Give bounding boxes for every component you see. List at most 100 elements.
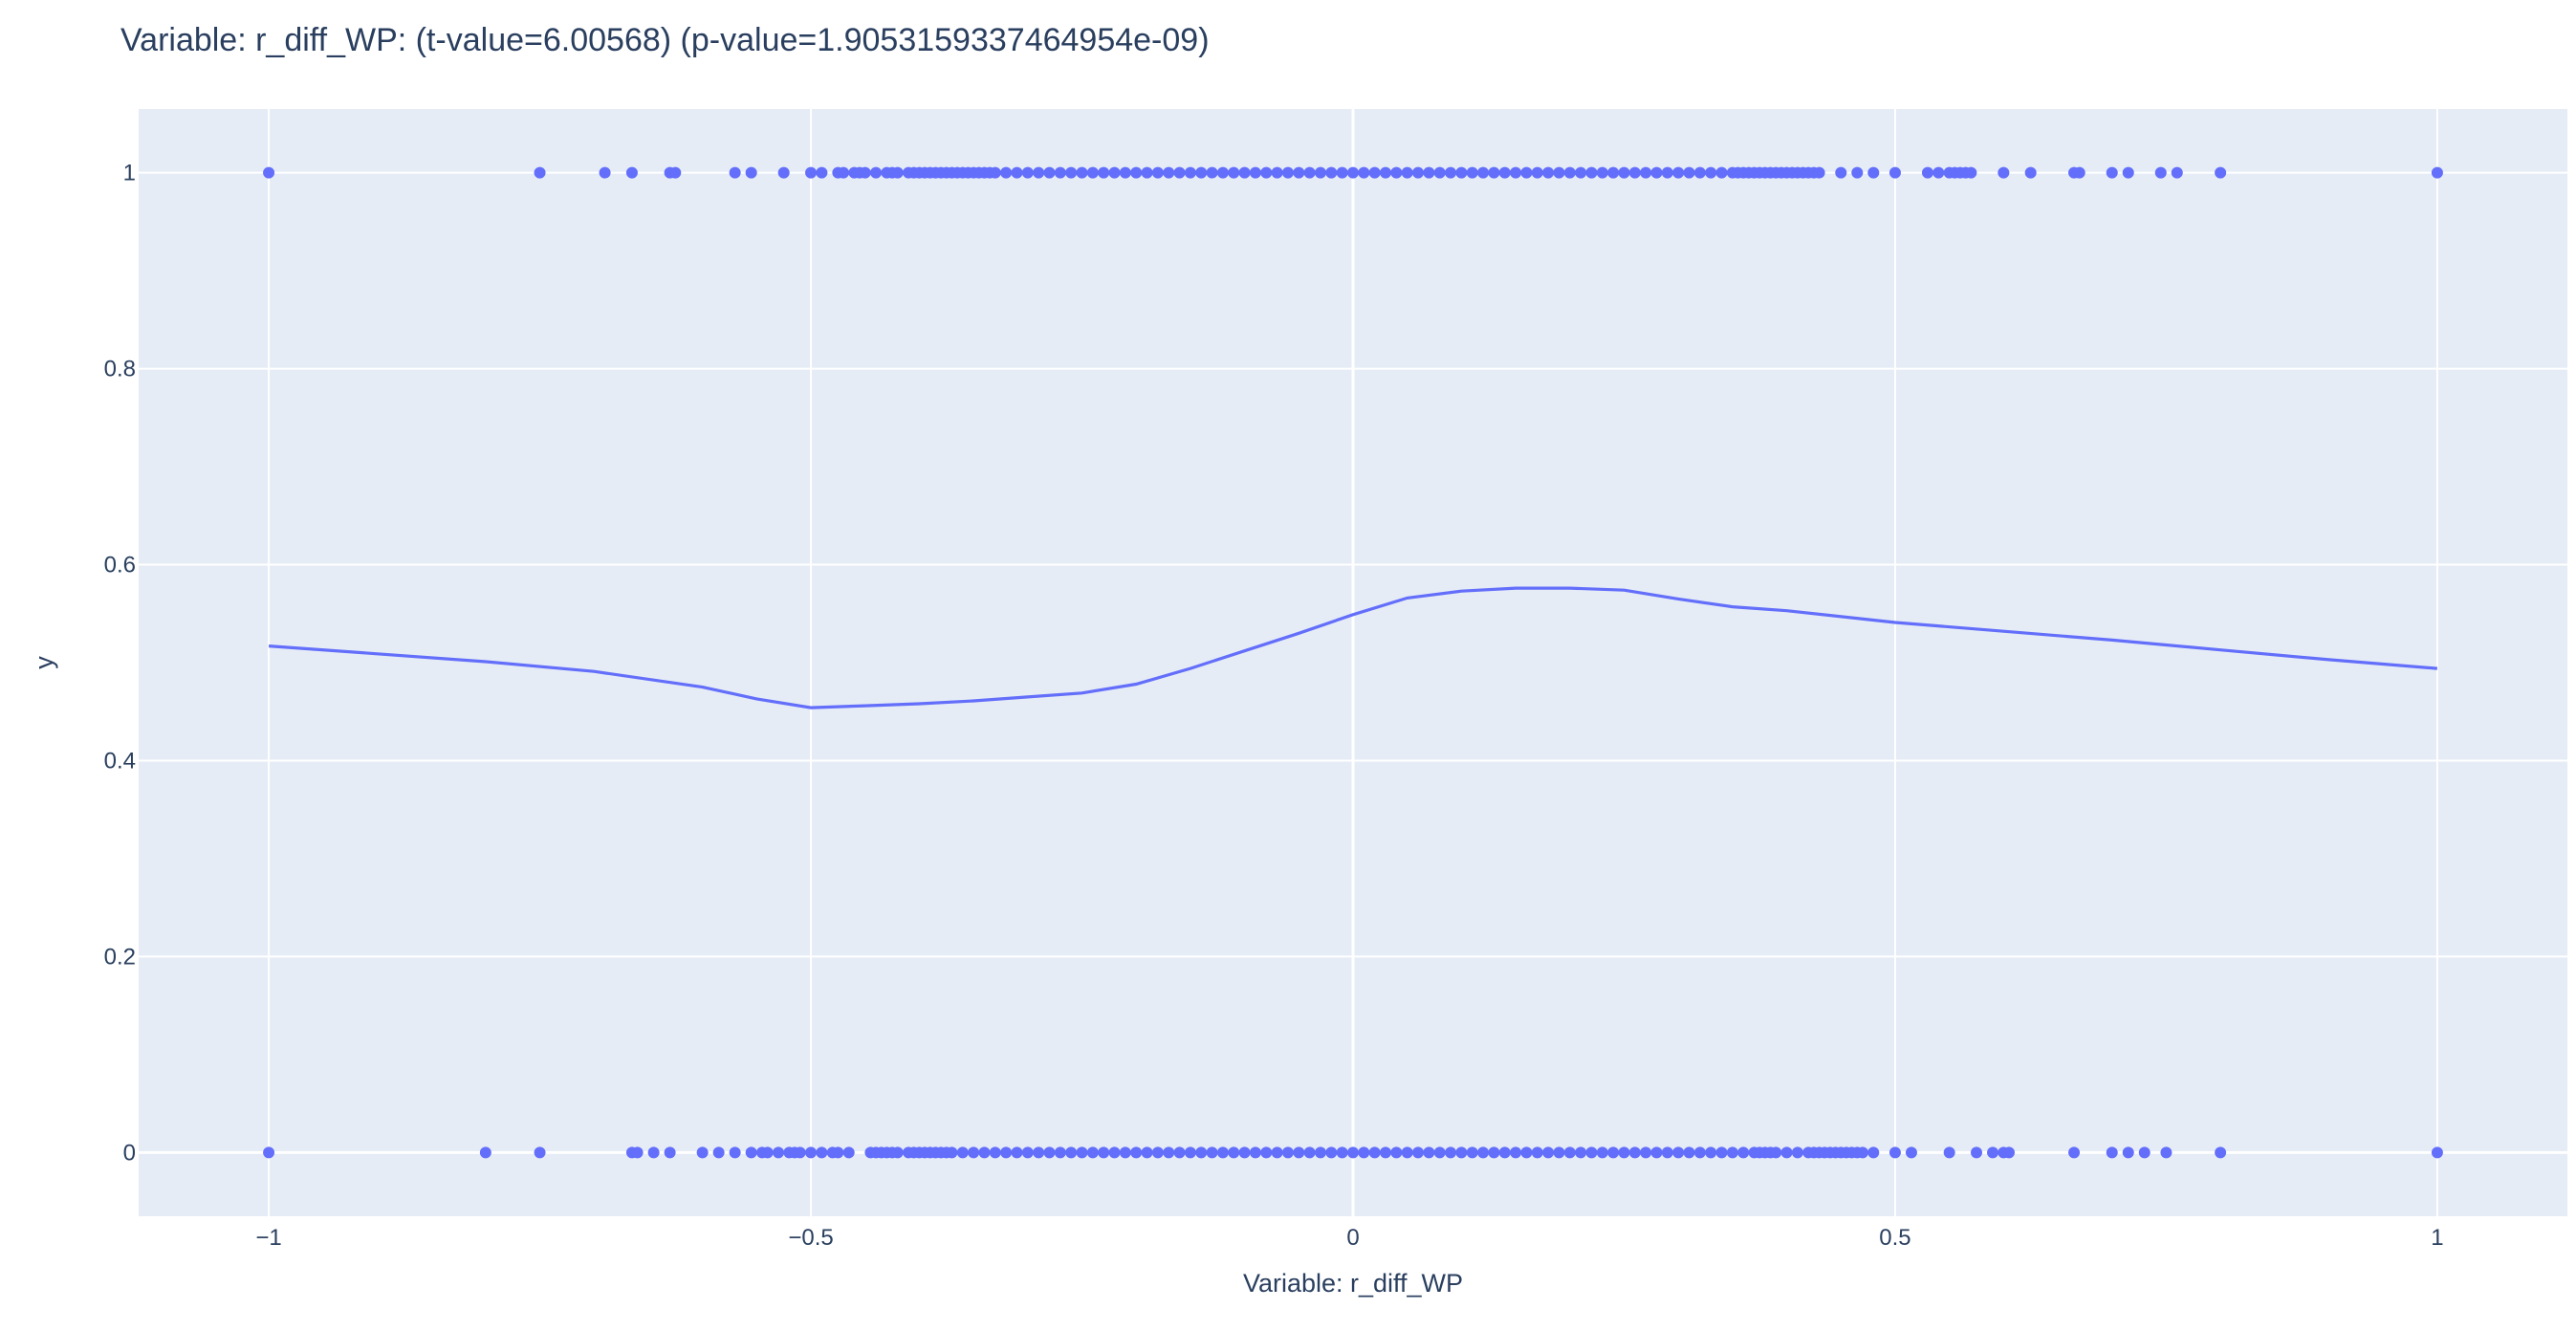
scatter-point bbox=[1043, 1146, 1056, 1159]
scatter-point bbox=[1368, 1146, 1381, 1159]
scatter-point bbox=[1943, 1146, 1955, 1159]
scatter-point bbox=[1401, 166, 1413, 179]
scatter-point bbox=[1640, 1146, 1652, 1159]
scatter-point bbox=[1888, 166, 1901, 179]
scatter-point bbox=[1575, 166, 1587, 179]
scatter-point bbox=[1867, 166, 1880, 179]
scatter-point bbox=[1423, 166, 1435, 179]
scatter-point bbox=[1770, 1146, 1782, 1159]
scatter-point bbox=[1206, 1146, 1218, 1159]
scatter-point bbox=[1249, 166, 1261, 179]
x-axis-title: Variable: r_diff_WP bbox=[1243, 1269, 1463, 1298]
scatter-point bbox=[1445, 1146, 1457, 1159]
y-tick-label: 1 bbox=[123, 161, 136, 186]
x-tick-label: −1 bbox=[255, 1225, 281, 1251]
scatter-point bbox=[1098, 1146, 1110, 1159]
scatter-point bbox=[989, 1146, 1001, 1159]
scatter-point bbox=[1336, 166, 1348, 179]
scatter-point bbox=[832, 1146, 844, 1159]
scatter-point bbox=[1401, 1146, 1413, 1159]
scatter-point bbox=[1065, 1146, 1078, 1159]
scatter-point bbox=[1173, 166, 1186, 179]
scatter-point bbox=[1737, 1146, 1750, 1159]
scatter-point bbox=[1303, 166, 1316, 179]
scatter-point bbox=[1141, 166, 1153, 179]
scatter-point bbox=[1281, 1146, 1294, 1159]
scatter-markers bbox=[263, 166, 2443, 1159]
scatter-point bbox=[805, 166, 818, 179]
scatter-point bbox=[1433, 1146, 1446, 1159]
scatter-point bbox=[1932, 166, 1945, 179]
scatter-point bbox=[1705, 166, 1717, 179]
scatter-point bbox=[1987, 1146, 1999, 1159]
scatter-point bbox=[1726, 1146, 1738, 1159]
scatter-point bbox=[1477, 166, 1490, 179]
scatter-point bbox=[1390, 1146, 1403, 1159]
scatter-point bbox=[1510, 1146, 1522, 1159]
scatter-point bbox=[745, 166, 757, 179]
scatter-point bbox=[1445, 166, 1457, 179]
scatter-point bbox=[729, 1146, 741, 1159]
scatter-point bbox=[1390, 166, 1403, 179]
scatter-point bbox=[1433, 166, 1446, 179]
scatter-point bbox=[1130, 1146, 1143, 1159]
scatter-point bbox=[891, 166, 904, 179]
scatter-point bbox=[1813, 166, 1825, 179]
scatter-point bbox=[1314, 1146, 1326, 1159]
scatter-point bbox=[870, 166, 883, 179]
scatter-point bbox=[2106, 1146, 2118, 1159]
scatter-point bbox=[1271, 166, 1283, 179]
scatter-point bbox=[1033, 1146, 1045, 1159]
scatter-point bbox=[669, 166, 682, 179]
scatter-point bbox=[1585, 166, 1598, 179]
x-axis: −1 −0.5 0 0.5 1 bbox=[255, 1225, 2443, 1251]
scatter-point bbox=[712, 1146, 725, 1159]
scatter-point bbox=[1238, 1146, 1251, 1159]
scatter-point bbox=[1553, 1146, 1565, 1159]
scatter-point bbox=[2138, 1146, 2150, 1159]
scatter-point bbox=[1249, 1146, 1261, 1159]
scatter-point bbox=[1596, 1146, 1608, 1159]
y-tick-label: 0.2 bbox=[104, 944, 136, 970]
scatter-point bbox=[1011, 166, 1023, 179]
scatter-point bbox=[1368, 166, 1381, 179]
scatter-point bbox=[1498, 166, 1511, 179]
x-tick-label: 1 bbox=[2431, 1225, 2443, 1251]
scatter-point bbox=[1455, 1146, 1468, 1159]
y-tick-label: 0.6 bbox=[104, 553, 136, 578]
scatter-point bbox=[1466, 1146, 1478, 1159]
scatter-point bbox=[2106, 166, 2118, 179]
scatter-point bbox=[696, 1146, 709, 1159]
scatter-point bbox=[1325, 166, 1338, 179]
scatter-point bbox=[1672, 1146, 1685, 1159]
scatter-point bbox=[1293, 1146, 1305, 1159]
scatter-point bbox=[946, 1146, 958, 1159]
scatter-point bbox=[1971, 1146, 1983, 1159]
y-tick-label: 0 bbox=[123, 1140, 136, 1166]
scatter-point bbox=[838, 166, 850, 179]
scatter-point bbox=[1498, 1146, 1511, 1159]
scatter-point bbox=[2171, 166, 2183, 179]
scatter-point bbox=[1965, 166, 1977, 179]
scatter-point bbox=[2003, 1146, 2016, 1159]
scatter-point bbox=[1054, 1146, 1066, 1159]
scatter-point bbox=[534, 166, 546, 179]
scatter-point bbox=[1683, 1146, 1695, 1159]
scatter-point bbox=[1672, 166, 1685, 179]
scatter-point bbox=[1163, 166, 1175, 179]
scatter-point bbox=[891, 1146, 904, 1159]
scatter-point bbox=[1347, 1146, 1359, 1159]
scatter-point bbox=[1531, 166, 1543, 179]
scatter-point bbox=[1466, 166, 1478, 179]
scatter-point bbox=[263, 166, 275, 179]
x-tick-label: 0 bbox=[1346, 1225, 1359, 1251]
scatter-point bbox=[2215, 166, 2227, 179]
scatter-point bbox=[2024, 166, 2037, 179]
scatter-point bbox=[1130, 166, 1143, 179]
scatter-point bbox=[1314, 166, 1326, 179]
scatter-point bbox=[1293, 166, 1305, 179]
scatter-point bbox=[842, 1146, 855, 1159]
scatter-point bbox=[1607, 166, 1620, 179]
scatter-point bbox=[631, 1146, 644, 1159]
